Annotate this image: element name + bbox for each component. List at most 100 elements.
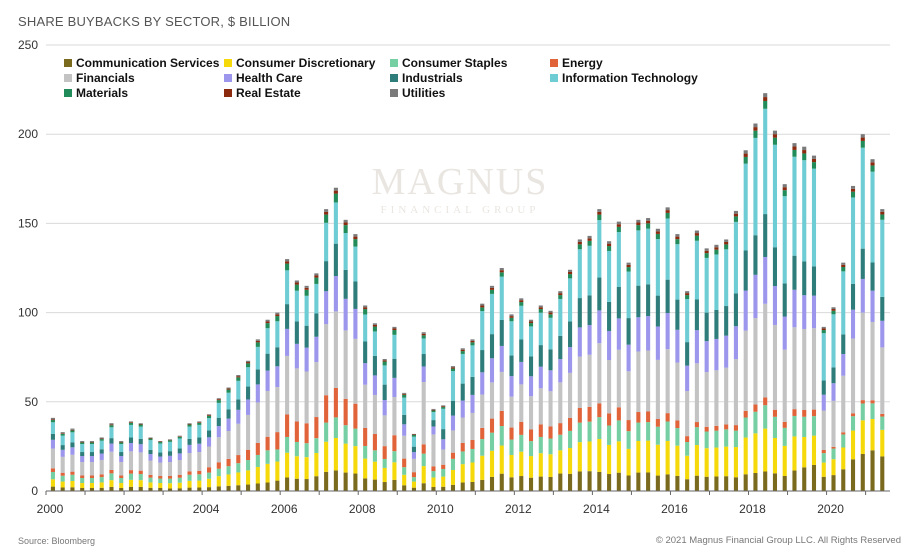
bar-segment (285, 263, 290, 271)
bar-stack (558, 291, 563, 491)
bar-segment (265, 370, 270, 391)
bar-segment (70, 447, 75, 455)
bar-segment (655, 295, 660, 327)
bar-segment (802, 160, 807, 262)
bar-segment (70, 474, 75, 482)
bar-segment (80, 488, 85, 491)
bar-segment (850, 416, 856, 431)
bar-segment (294, 368, 299, 422)
bar-segment (275, 461, 280, 481)
legend-swatch (224, 74, 232, 82)
bar-segment (519, 298, 524, 301)
legend-swatch (390, 74, 398, 82)
bar-segment (304, 457, 309, 480)
bar-segment (694, 235, 699, 241)
bar-segment (743, 290, 748, 331)
bar-segment (597, 211, 602, 215)
bar-segment (850, 185, 856, 189)
bar-segment (821, 476, 826, 491)
bar-segment (626, 267, 631, 272)
bar-segment (50, 479, 55, 487)
bar-segment (489, 293, 495, 335)
bar-segment (743, 156, 748, 164)
bar-segment (431, 466, 436, 472)
bar-segment (216, 402, 221, 418)
bar-segment (607, 425, 612, 445)
bar-segment (294, 290, 299, 322)
bar-segment (646, 218, 651, 221)
bar-segment (753, 235, 758, 275)
bar-stack (363, 305, 368, 491)
bar-stack (187, 423, 192, 491)
bar-segment (519, 305, 524, 340)
bar-segment (528, 356, 534, 377)
bar-segment (372, 331, 377, 356)
bar-segment (753, 127, 758, 131)
bar-segment (724, 249, 729, 307)
bar-segment (70, 432, 75, 443)
bar-segment (528, 319, 534, 322)
bar-stack (685, 291, 690, 491)
bar-segment (489, 285, 495, 288)
bar-segment (216, 462, 221, 469)
bar-segment (831, 307, 836, 310)
y-tick-label: 250 (18, 38, 38, 52)
bar-segment (343, 425, 348, 444)
bar-segment (519, 384, 524, 422)
bar-segment (675, 239, 680, 245)
bar-segment (675, 244, 680, 300)
bar-segment (509, 454, 514, 478)
bar-segment (519, 434, 524, 452)
bar-segment (333, 187, 338, 191)
bar-segment (763, 214, 768, 257)
bar-segment (206, 467, 212, 473)
bar-segment (558, 359, 563, 383)
x-tick-label: 2000 (37, 502, 64, 516)
bar-stack (226, 387, 231, 491)
bar-segment (138, 474, 143, 481)
bar-segment (294, 343, 299, 369)
bar-segment (811, 409, 817, 417)
bar-stack (655, 228, 660, 491)
bar-segment (246, 460, 251, 471)
bar-segment (431, 408, 436, 410)
bar-segment (616, 318, 621, 350)
bar-segment (255, 340, 260, 343)
bar-segment (880, 211, 885, 215)
bar-stack (714, 244, 719, 491)
bar-segment (236, 380, 241, 400)
bar-segment (206, 418, 212, 431)
bar-segment (548, 370, 553, 392)
bar-segment (353, 403, 358, 429)
bar-segment (421, 366, 426, 383)
bar-segment (392, 451, 397, 463)
bar-segment (733, 210, 738, 214)
bar-stack (860, 134, 865, 491)
bar-segment (138, 438, 143, 445)
bar-segment (841, 375, 846, 433)
bar-segment (177, 448, 182, 454)
bar-segment (265, 323, 270, 329)
bar-segment (60, 432, 65, 434)
bar-segment (343, 298, 348, 331)
bar-segment (587, 238, 592, 241)
bar-segment (441, 406, 446, 408)
bar-stack (480, 303, 485, 491)
bar-segment (197, 422, 202, 423)
bar-segment (470, 340, 475, 343)
bar-segment (441, 429, 446, 440)
bar-segment (197, 470, 202, 475)
bar-segment (577, 249, 582, 299)
bar-segment (538, 307, 543, 310)
bar-segment (187, 453, 192, 472)
bar-segment (70, 429, 75, 431)
bar-segment (216, 417, 221, 427)
bar-segment (811, 295, 817, 329)
bar-segment (167, 441, 173, 452)
bar-segment (450, 484, 456, 491)
bar-segment (626, 262, 631, 265)
x-tick-label: 2006 (271, 502, 298, 516)
bar-segment (655, 231, 660, 234)
bar-segment (421, 333, 426, 336)
bar-segment (763, 471, 768, 491)
